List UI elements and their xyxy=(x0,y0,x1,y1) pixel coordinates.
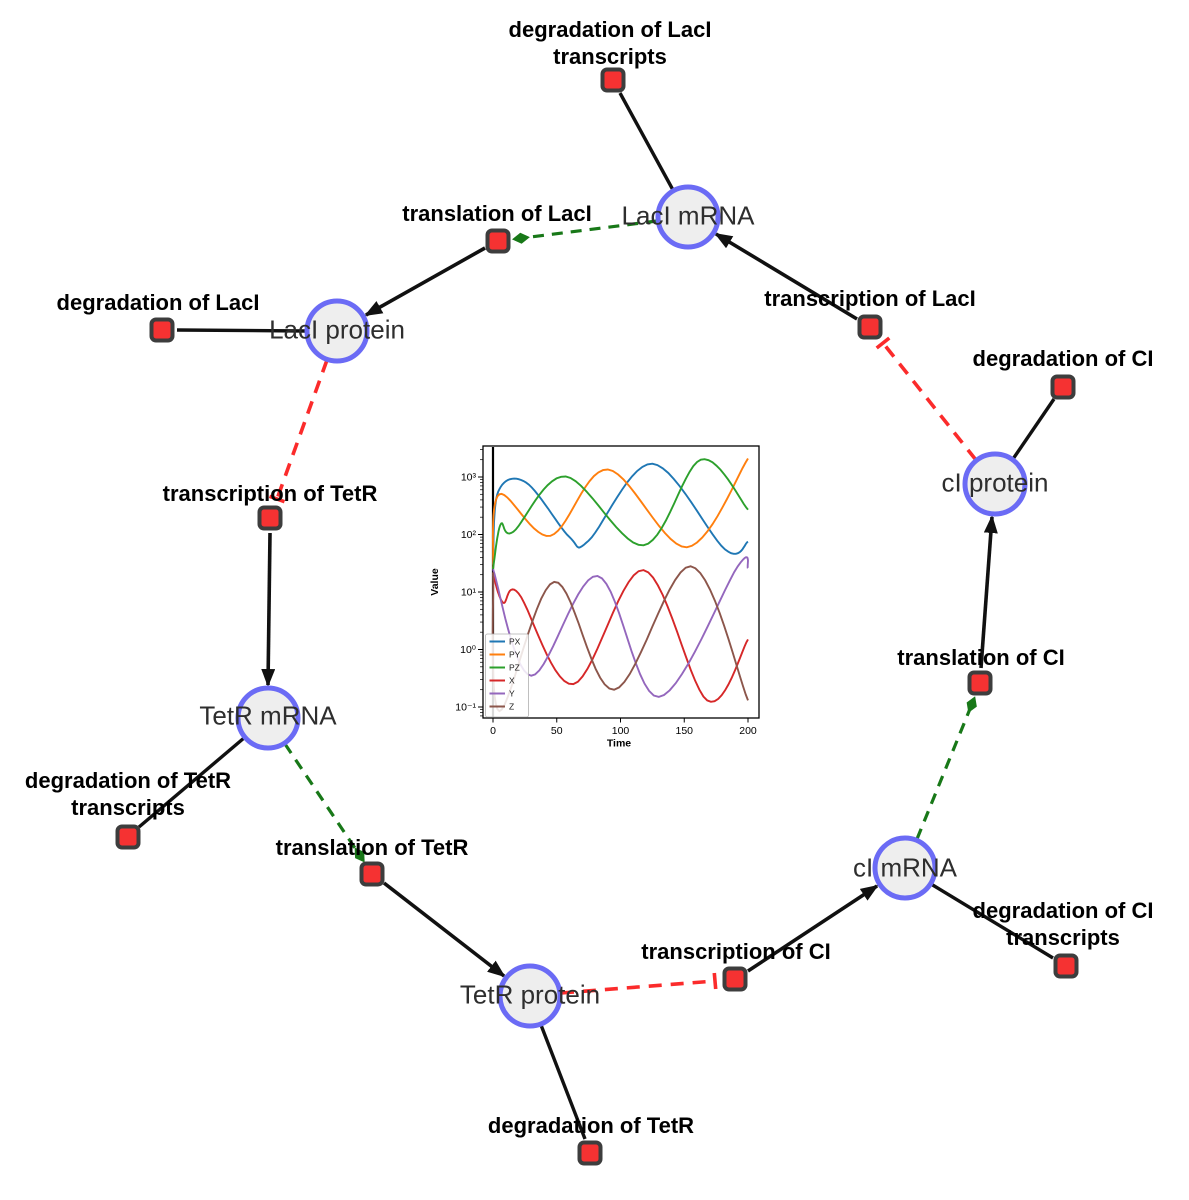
chart-x-tick-label: 200 xyxy=(739,725,757,737)
edge-lacimrna-deglacitx xyxy=(618,92,675,191)
species-node-laci-mrna[interactable] xyxy=(655,184,721,250)
chart-series-PZ xyxy=(492,458,749,570)
species-node-ci-mrna[interactable] xyxy=(872,835,938,901)
edge-tetrmrna-transtetr xyxy=(283,743,365,863)
reaction-node-transcription-tetr[interactable] xyxy=(257,505,283,531)
label-translation-ci: translation of CI xyxy=(897,645,1065,670)
edge-ciprotein-txlaci xyxy=(881,341,978,462)
label-transcription-ci: transcription of CI xyxy=(641,939,831,964)
chart-x-tick-label: 150 xyxy=(675,725,693,737)
edge-laciprotein-deglaci xyxy=(176,328,307,333)
chart-y-tick-label: 10² xyxy=(461,529,477,541)
chart-x-tick-label: 50 xyxy=(551,725,563,737)
reaction-node-deg-ci[interactable] xyxy=(1050,374,1076,400)
chart-legend-label: Z xyxy=(509,702,514,712)
edge-lacimrna-translaci xyxy=(512,219,658,244)
reaction-node-translation-laci[interactable] xyxy=(485,228,511,254)
label-laci-protein: LacI protein xyxy=(269,314,405,345)
edge-laciprotein-txtetr xyxy=(275,359,329,500)
label-line: transcripts xyxy=(71,795,185,820)
species-node-tetr-mrna[interactable] xyxy=(235,685,301,751)
edge-transtetr-tetrprotein xyxy=(382,881,506,978)
reaction-node-deg-laci[interactable] xyxy=(149,317,175,343)
label-line: transcripts xyxy=(1006,925,1120,950)
edge-txci-cimrna xyxy=(747,884,879,973)
chart-series-PX xyxy=(492,462,749,565)
label-transcription-laci: transcription of LacI xyxy=(764,286,976,311)
label-tetr-mrna: TetR mRNA xyxy=(199,700,337,731)
chart-legend-label: Y xyxy=(509,689,515,699)
inhibition-tee-txlaci xyxy=(875,336,891,350)
edge-transci-ciprotein xyxy=(979,515,998,669)
chart-legend-box xyxy=(485,633,529,718)
edge-tetrprotein-degtetr xyxy=(539,1024,587,1140)
edge-txlaci-lacimrna xyxy=(714,232,858,321)
label-ci-protein: cI protein xyxy=(941,467,1049,498)
inset-timeseries-chart: 0 50 100 150 200 10⁻¹ 10⁰ 10¹ 10² 10³ Time Value PX P… xyxy=(429,445,760,750)
label-deg-tetr: degradation of TetR xyxy=(487,1113,695,1138)
chart-legend-label: PZ xyxy=(509,663,520,673)
label-deg-ci-transcripts: degradation of CI transcripts xyxy=(973,897,1154,951)
chart-legend-label: X xyxy=(509,676,515,686)
label-line: degradation of TetR xyxy=(24,768,232,793)
label-translation-tetr: translation of TetR xyxy=(275,835,469,860)
species-node-laci-protein[interactable] xyxy=(304,298,370,364)
chart-legend-label: PX xyxy=(509,637,521,647)
edge-cimrna-transci xyxy=(915,696,977,840)
species-node-ci-protein[interactable] xyxy=(962,451,1028,517)
reaction-node-deg-tetr[interactable] xyxy=(577,1140,603,1166)
edge-ciprotein-degci xyxy=(1011,398,1056,460)
chart-series-X xyxy=(492,569,749,703)
edge-tetrmrna-degtetrtx xyxy=(137,736,246,829)
reaction-node-deg-laci-transcripts[interactable] xyxy=(600,67,626,93)
chart-y-tick-label: 10⁰ xyxy=(460,644,477,656)
chart-series-PY xyxy=(491,458,749,570)
chart-x-tick-label: 0 xyxy=(490,725,496,737)
edge-tetrprotein-txci xyxy=(560,979,716,995)
species-node-tetr-protein[interactable] xyxy=(497,963,563,1029)
chart-y-tick-label: 10¹ xyxy=(461,587,477,599)
chart-x-tick-label: 100 xyxy=(612,725,630,737)
reaction-node-deg-ci-transcripts[interactable] xyxy=(1053,953,1079,979)
network-edges xyxy=(137,92,1056,1140)
label-translation-laci: translation of LacI xyxy=(402,201,592,226)
edge-translaci-laciprotein xyxy=(364,246,486,317)
reaction-node-deg-tetr-transcripts[interactable] xyxy=(115,824,141,850)
network-nodes xyxy=(115,67,1079,1166)
label-deg-laci: degradation of LacI xyxy=(56,290,260,315)
inhibition-tee-txtetr xyxy=(268,494,286,504)
chart-xlabel: Time xyxy=(607,738,631,750)
label-laci-mrna: LacI mRNA xyxy=(621,200,755,231)
edge-txtetr-tetrmrna xyxy=(261,532,276,687)
reaction-node-transcription-laci[interactable] xyxy=(857,314,883,340)
chart-y-tick-label: 10⁻¹ xyxy=(455,702,476,714)
chart-y-tick-label: 10³ xyxy=(461,472,477,484)
label-ci-mrna: cI mRNA xyxy=(853,852,957,883)
label-line: degradation of LacI xyxy=(508,17,712,42)
label-tetr-protein: TetR protein xyxy=(459,979,601,1010)
reaction-node-translation-ci[interactable] xyxy=(967,670,993,696)
reaction-node-transcription-ci[interactable] xyxy=(722,966,748,992)
label-transcription-tetr: transcription of TetR xyxy=(162,481,378,506)
inhibition-tee-txci xyxy=(712,972,718,990)
label-deg-ci: degradation of CI xyxy=(972,346,1154,371)
reaction-node-translation-tetr[interactable] xyxy=(359,861,385,887)
label-deg-laci-transcripts: degradation of LacI transcripts xyxy=(509,16,712,70)
label-deg-tetr-transcripts: degradation of TetR transcripts xyxy=(25,767,231,821)
edge-cimrna-degcitx xyxy=(930,882,1054,960)
chart-legend-label: PY xyxy=(509,650,521,660)
chart-ylabel: Value xyxy=(429,568,441,596)
label-line: degradation of CI xyxy=(972,898,1154,923)
label-line: transcripts xyxy=(553,44,667,69)
